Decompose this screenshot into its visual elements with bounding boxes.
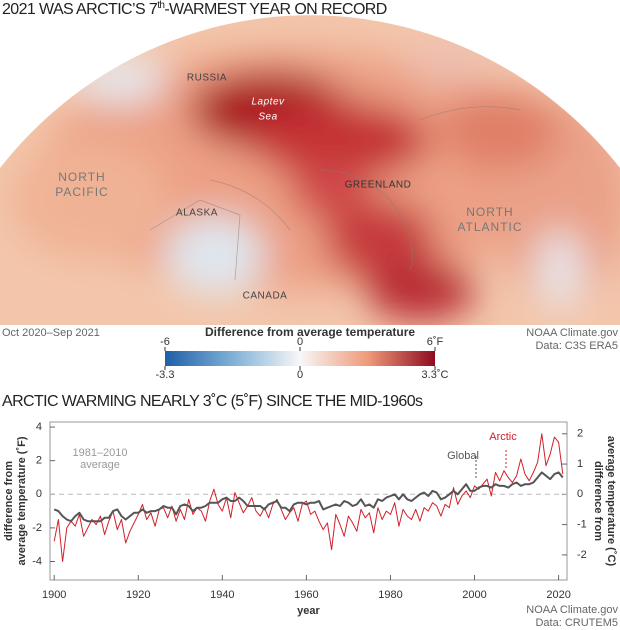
y2-tick-label: -2: [577, 549, 587, 561]
map-label: RUSSIA: [187, 73, 227, 84]
y2-axis-label: average temperature (˚C): [605, 436, 617, 567]
map-label: Sea: [258, 112, 277, 123]
map-label: Laptev: [251, 97, 285, 108]
x-tick-label: 2020: [546, 589, 570, 601]
colorbar-label: 0: [297, 369, 303, 381]
chart-title: ARCTIC WARMING NEARLY 3˚C (5˚F) SINCE TH…: [2, 393, 423, 410]
y-axis-label: average temperature (˚F): [16, 436, 28, 565]
reference-label: 1981–2010: [72, 447, 127, 459]
colorbar-title: Difference from average temperature: [205, 325, 415, 339]
map-label: CANADA: [243, 291, 288, 302]
y-axis-label: difference from: [3, 461, 15, 541]
credit: NOAA Climate.gov: [526, 604, 618, 616]
y-tick-label: 0: [36, 488, 42, 500]
map-label: PACIFIC: [55, 185, 108, 199]
x-axis-label: year: [297, 605, 320, 617]
x-tick-label: 2000: [462, 589, 486, 601]
y2-tick-label: 0: [577, 488, 583, 500]
colorbar-label: 3.3˚C: [422, 369, 449, 381]
map: [0, 15, 620, 325]
x-tick-label: 1920: [126, 589, 150, 601]
line-chart: -4 -2 0 2 4 -2 -1 0 1 2 1900 1920 1940 1960 1980 2000 20…: [3, 421, 619, 629]
colorbar-label: -3.3: [156, 369, 175, 381]
x-tick-label: 1940: [210, 589, 234, 601]
map-label: ATLANTIC: [457, 220, 522, 234]
y2-tick-label: 2: [577, 428, 583, 440]
credit: Data: C3S ERA5: [535, 340, 618, 352]
map-label: GREENLAND: [345, 180, 412, 191]
y-tick-label: -4: [32, 555, 42, 567]
colorbar-label: 0: [297, 336, 303, 348]
map-labels: RUSSIALaptevSeaNORTHPACIFICGREENLANDALAS…: [55, 73, 522, 302]
colorbar: [165, 351, 435, 366]
y2-tick-label: 1: [577, 458, 583, 470]
reference-label: average: [80, 459, 120, 471]
title: 2021 WAS ARCTIC’S 7th-WARMEST YEAR ON RE…: [2, 0, 387, 18]
y2-tick-label: -1: [577, 519, 587, 531]
series-line: [53, 471, 564, 523]
credit: Data: CRUTEM5: [535, 617, 618, 629]
y2-axis-label: difference from: [592, 461, 604, 541]
colorbar-ticks: -6 0 6˚F -3.3 0 3.3˚C: [156, 336, 449, 381]
x-tick-label: 1960: [294, 589, 318, 601]
colorbar-label: 6˚F: [427, 336, 444, 348]
y-tick-label: -2: [32, 522, 42, 534]
title-sup: th: [157, 0, 164, 11]
map-label: NORTH: [466, 205, 513, 219]
map-period: Oct 2020–Sep 2021: [2, 327, 100, 339]
series-label: Global: [447, 450, 479, 462]
credit: NOAA Climate.gov: [526, 327, 618, 339]
x-tick-label: 1980: [378, 589, 402, 601]
title-part: 2021 WAS ARCTIC’S 7: [2, 1, 158, 18]
series-line: [53, 433, 564, 562]
title-part: -WARMEST YEAR ON RECORD: [164, 1, 386, 18]
x-tick-label: 1900: [42, 589, 66, 601]
y-tick-label: 4: [36, 421, 42, 433]
series-label: Arctic: [489, 431, 517, 443]
colorbar-label: -6: [160, 336, 170, 348]
plot-frame: [49, 421, 568, 581]
y-tick-label: 2: [36, 455, 42, 467]
map-label: NORTH: [58, 170, 105, 184]
map-label: ALASKA: [176, 208, 218, 219]
